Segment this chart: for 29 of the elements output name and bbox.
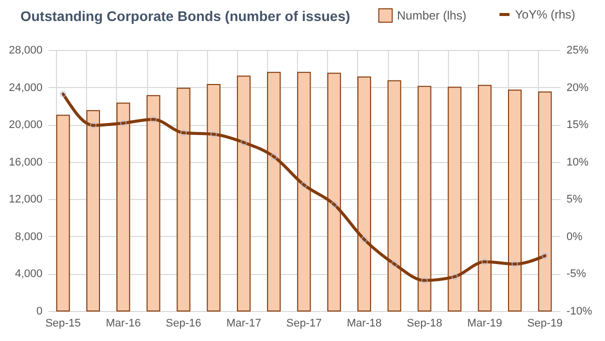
x-tick-label: Mar-19 (467, 318, 502, 330)
x-tick-label: Sep-16 (166, 318, 202, 330)
y2-tick-label: 25% (566, 44, 589, 56)
y-tick-label: 0 (36, 306, 42, 318)
y2-tick-label: -10% (566, 306, 592, 318)
chart-title: Outstanding Corporate Bonds (number of issues) (20, 8, 350, 24)
y-tick-label: 4,000 (14, 268, 42, 280)
y-tick-label: 24,000 (8, 82, 42, 94)
y-tick-label: 20,000 (8, 119, 42, 132)
x-tick-label: Sep-18 (406, 318, 442, 330)
x-tick-label: Sep-19 (527, 318, 563, 330)
y2-tick-label: 10% (566, 156, 589, 168)
y-tick-label: 28,000 (8, 44, 42, 56)
y2-tick-label: 20% (566, 82, 589, 94)
legend-label: YoY% (rhs) (515, 8, 576, 22)
y-tick-label: 8,000 (14, 230, 42, 243)
x-tick-label: Sep-15 (45, 318, 81, 330)
y2-tick-label: 5% (566, 194, 583, 206)
x-tick-label: Mar-18 (346, 318, 382, 330)
x-tick-label: Mar-17 (226, 318, 262, 330)
x-tick-label: Sep-17 (286, 318, 322, 330)
y2-tick-label: 15% (566, 119, 589, 132)
y-tick-label: 12,000 (8, 194, 42, 206)
y2-tick-label: -5% (566, 268, 586, 280)
y-tick-label: 16,000 (8, 156, 42, 168)
y2-tick-label: 0% (566, 230, 583, 243)
legend-label: Number (lhs) (397, 8, 466, 22)
x-tick-label: Mar-16 (106, 318, 141, 330)
bar (56, 114, 70, 312)
